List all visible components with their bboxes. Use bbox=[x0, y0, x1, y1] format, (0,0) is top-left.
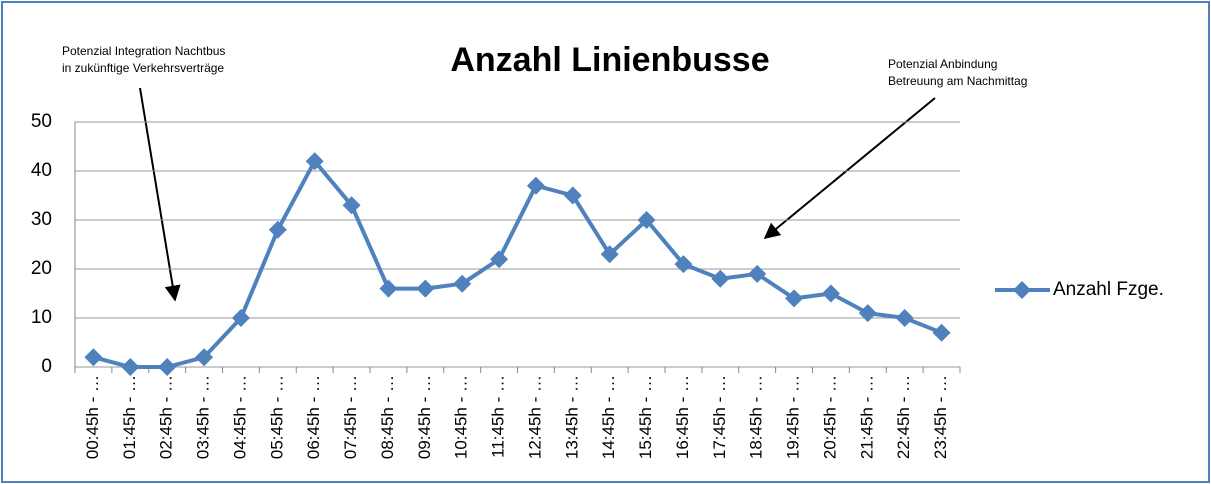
marker bbox=[711, 269, 730, 288]
x-tick-label: 16:45h - … bbox=[673, 375, 692, 459]
x-tick-label: 02:45h - … bbox=[157, 375, 176, 459]
x-tick-label: 11:45h - … bbox=[489, 375, 508, 458]
marker bbox=[379, 279, 398, 298]
y-tick-label: 40 bbox=[31, 160, 52, 181]
marker bbox=[305, 152, 324, 171]
marker bbox=[748, 264, 767, 283]
marker bbox=[342, 196, 361, 215]
marker bbox=[453, 274, 472, 293]
x-tick-label: 10:45h - … bbox=[452, 375, 471, 459]
x-tick-label: 14:45h - … bbox=[599, 375, 618, 459]
x-tick-label: 06:45h - … bbox=[304, 375, 323, 459]
marker bbox=[932, 323, 951, 342]
x-tick-label: 19:45h - … bbox=[784, 375, 803, 459]
marker bbox=[268, 220, 287, 239]
marker bbox=[637, 211, 656, 229]
chart-title: Anzahl Linienbusse bbox=[450, 41, 769, 79]
marker bbox=[416, 279, 435, 298]
x-tick-label: 12:45h - … bbox=[525, 375, 544, 459]
x-tick-label: 20:45h - … bbox=[820, 375, 839, 459]
arrow bbox=[763, 97, 936, 240]
legend-label: Anzahl Fzge. bbox=[1053, 279, 1164, 300]
marker bbox=[84, 348, 103, 367]
x-tick-label: 03:45h - … bbox=[194, 375, 213, 459]
arrow bbox=[139, 87, 181, 302]
x-tick-label: 23:45h - … bbox=[931, 375, 950, 459]
marker bbox=[858, 304, 877, 323]
marker bbox=[195, 348, 214, 367]
y-tick-label: 0 bbox=[41, 356, 52, 377]
legend-marker bbox=[1013, 281, 1031, 299]
marker bbox=[563, 186, 582, 205]
x-tick-label: 08:45h - … bbox=[378, 375, 397, 459]
annotation: in zukünftige Verkehrsverträge bbox=[62, 61, 224, 75]
x-tick-label: 09:45h - … bbox=[415, 375, 434, 459]
marker bbox=[158, 358, 177, 376]
marker bbox=[895, 309, 914, 327]
annotation: Potenzial Anbindung bbox=[888, 57, 997, 71]
x-tick-label: 07:45h - … bbox=[341, 375, 360, 459]
x-tick-label: 22:45h - … bbox=[894, 375, 913, 459]
y-tick-label: 30 bbox=[31, 209, 52, 230]
marker bbox=[600, 245, 619, 264]
x-tick-label: 15:45h - … bbox=[636, 375, 655, 459]
marker bbox=[490, 250, 509, 269]
x-tick-label: 18:45h - … bbox=[747, 375, 766, 459]
marker bbox=[821, 284, 840, 303]
marker bbox=[785, 289, 804, 308]
x-tick-label: 13:45h - … bbox=[562, 375, 581, 459]
y-tick-label: 10 bbox=[31, 307, 52, 328]
x-tick-label: 01:45h - … bbox=[120, 375, 139, 459]
annotation: Potenzial Integration Nachtbus bbox=[62, 44, 225, 58]
y-tick-label: 50 bbox=[31, 111, 52, 132]
x-tick-label: 04:45h - … bbox=[230, 375, 249, 459]
x-tick-label: 17:45h - … bbox=[710, 375, 729, 459]
x-tick-label: 05:45h - … bbox=[267, 375, 286, 459]
x-tick-label: 21:45h - … bbox=[857, 375, 876, 459]
x-tick-label: 00:45h - … bbox=[83, 375, 102, 459]
marker bbox=[526, 176, 545, 195]
marker bbox=[674, 255, 693, 274]
marker bbox=[121, 358, 140, 376]
y-tick-label: 20 bbox=[31, 258, 52, 279]
marker bbox=[231, 309, 250, 327]
annotation: Betreuung am Nachmittag bbox=[888, 74, 1027, 88]
